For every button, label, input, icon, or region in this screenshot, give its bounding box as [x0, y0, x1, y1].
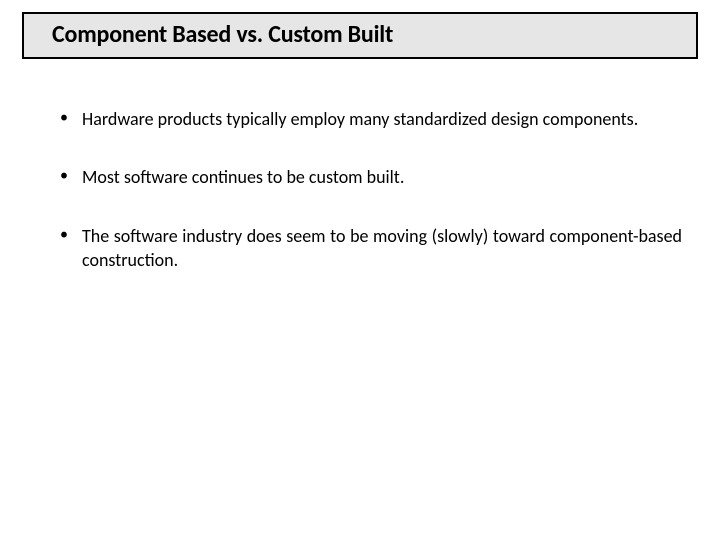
bullet-item: Hardware products typically employ many … — [54, 107, 682, 131]
slide: Component Based vs. Custom Built Hardwar… — [0, 0, 720, 540]
content-area: Hardware products typically employ many … — [22, 107, 698, 272]
bullet-item: The software industry does seem to be mo… — [54, 224, 682, 273]
bullet-item: Most software continues to be custom bui… — [54, 165, 682, 189]
title-container: Component Based vs. Custom Built — [22, 12, 698, 59]
bullet-list: Hardware products typically employ many … — [54, 107, 682, 272]
slide-title: Component Based vs. Custom Built — [52, 20, 686, 49]
